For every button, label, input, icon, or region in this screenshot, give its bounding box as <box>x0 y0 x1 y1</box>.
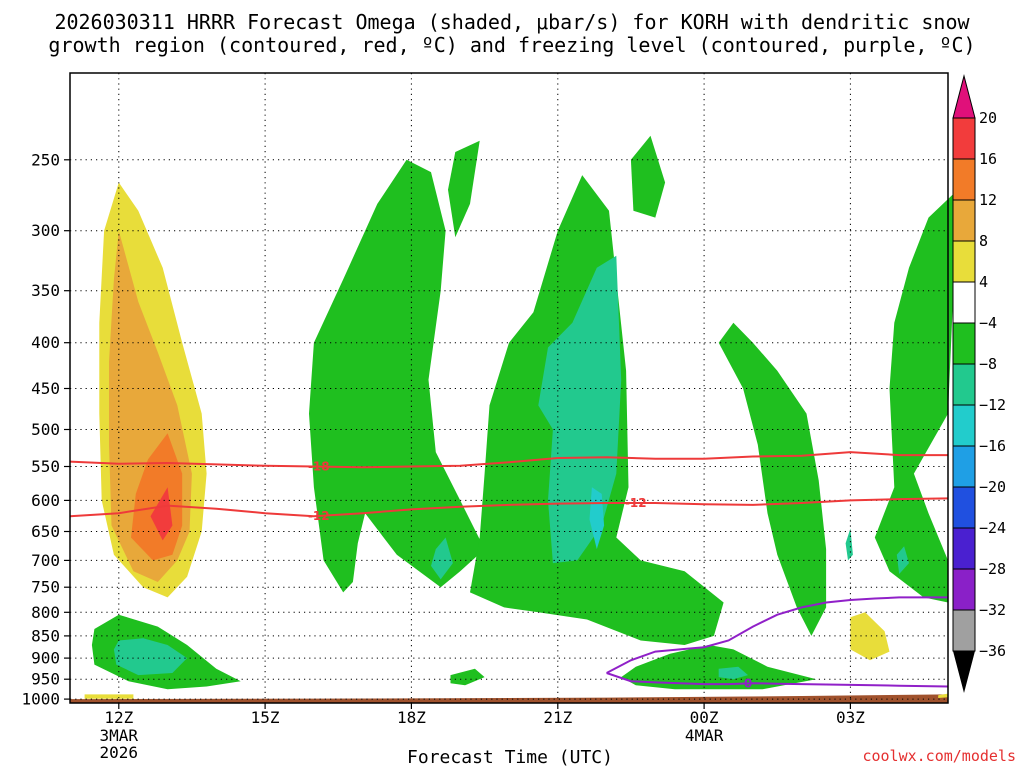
colorbar-segment <box>952 240 976 283</box>
omega-region-c8 <box>113 638 188 676</box>
colorbar-tick-label: −4 <box>979 314 997 332</box>
y-axis: 250 300 350 400 450 500 550 600 650 700 750 800 850 9… <box>21 150 70 709</box>
y-tick-label: 900 <box>31 649 60 668</box>
contour-line--18 <box>69 451 948 469</box>
credit-text: coolwx.com/models <box>862 747 1016 765</box>
colorbar-segment <box>952 568 976 611</box>
colorbar-segment <box>952 117 976 160</box>
omega-region-c4 <box>621 645 817 690</box>
y-tick-label: 750 <box>31 578 60 597</box>
y-tick-label: 650 <box>31 522 60 541</box>
colorbar-tick-label: −16 <box>979 437 1006 455</box>
omega-region-c4 <box>718 322 827 636</box>
colorbar-segment <box>952 527 976 570</box>
x-tick-label: 15Z <box>251 708 280 727</box>
chart-title-line2: growth region (contoured, red, ºC) and f… <box>48 33 975 57</box>
colorbar-tick-label: −20 <box>979 478 1006 496</box>
contour-label: 0 <box>744 676 752 690</box>
colorbar-segment <box>952 486 976 529</box>
contour-line-0b <box>606 596 948 674</box>
contour-label: -12 <box>625 496 647 510</box>
contour-label: -18 <box>308 460 330 474</box>
colorbar-segment <box>952 281 976 324</box>
x-tick-sublabel: 3MAR <box>100 726 139 745</box>
colorbar-tick-label: 4 <box>979 273 988 291</box>
omega-region-c4 <box>450 668 485 686</box>
y-tick-label: 250 <box>31 150 60 169</box>
colorbar-top-arrow <box>952 74 976 119</box>
colorbar-segment <box>952 158 976 201</box>
ground-surface <box>70 694 948 703</box>
omega-region-c4 <box>630 135 666 218</box>
omega-region-c4 <box>309 159 485 593</box>
colorbar-tick-label: −36 <box>979 642 1006 660</box>
x-tick-label: 21Z <box>543 708 572 727</box>
colorbar-segment <box>952 445 976 488</box>
y-tick-label: 600 <box>31 491 60 510</box>
x-axis-label: Forecast Time (UTC) <box>407 747 613 768</box>
colorbar-bottom-arrow <box>953 651 975 693</box>
colorbar-segment <box>952 404 976 447</box>
y-tick-label: 850 <box>31 626 60 645</box>
x-tick-label: 03Z <box>836 708 865 727</box>
omega-region-w4 <box>938 693 948 698</box>
chart-title-line1: 2026030311 HRRR Forecast Omega (shaded, … <box>54 10 970 34</box>
x-tick-label: 18Z <box>397 708 426 727</box>
colorbar-legend: 20 16 12 8 4 −4 −8 −12 −16 −20 −24 −28 −32 −36 <box>952 74 1006 693</box>
colorbar-tick-label: −12 <box>979 396 1006 414</box>
y-tick-label: 300 <box>31 221 60 240</box>
omega-region-w16 <box>150 487 173 541</box>
y-tick-label: 450 <box>31 379 60 398</box>
omega-region-w4 <box>84 694 134 699</box>
y-tick-label: 700 <box>31 551 60 570</box>
y-tick-label: 800 <box>31 603 60 622</box>
y-tick-label: 950 <box>31 670 60 689</box>
omega-region-c4 <box>874 189 958 603</box>
colorbar-tick-label: 12 <box>979 191 997 209</box>
y-tick-label: 400 <box>31 333 60 352</box>
omega-shading <box>70 135 958 703</box>
y-tick-label: 350 <box>31 281 60 300</box>
colorbar-tick-label: 20 <box>979 109 997 127</box>
y-tick-label: 550 <box>31 457 60 476</box>
omega-region-c8 <box>718 666 748 680</box>
colorbar-tick-label: 8 <box>979 232 988 250</box>
contour-lines: -18 -12 0 -12 <box>69 451 949 690</box>
y-tick-label: 500 <box>31 420 60 439</box>
omega-region-c8 <box>845 528 853 561</box>
contour-line--12 <box>69 497 949 518</box>
omega-region-c4 <box>448 140 480 238</box>
x-tick-sublabel: 4MAR <box>685 726 724 745</box>
x-tick-label: 00Z <box>690 708 719 727</box>
omega-region-c8 <box>538 255 622 564</box>
colorbar-tick-label: −24 <box>979 519 1006 537</box>
colorbar-tick-label: 16 <box>979 150 997 168</box>
colorbar-tick-label: −32 <box>979 601 1006 619</box>
y-tick-label: 1000 <box>21 690 60 709</box>
contour-line-0 <box>606 672 949 688</box>
x-tick-label: 12Z <box>104 708 133 727</box>
colorbar-segment <box>952 322 976 365</box>
colorbar-segment <box>952 609 976 652</box>
colorbar-tick-label: −28 <box>979 560 1006 578</box>
colorbar-tick-label: −8 <box>979 355 997 373</box>
colorbar-segment <box>952 199 976 242</box>
contour-label: -12 <box>308 509 330 523</box>
omega-region-w4 <box>850 612 890 661</box>
colorbar-segment <box>952 363 976 406</box>
omega-region-c8 <box>431 537 453 580</box>
grid-lines <box>70 73 948 703</box>
x-tick-sublabel: 2026 <box>100 743 139 762</box>
